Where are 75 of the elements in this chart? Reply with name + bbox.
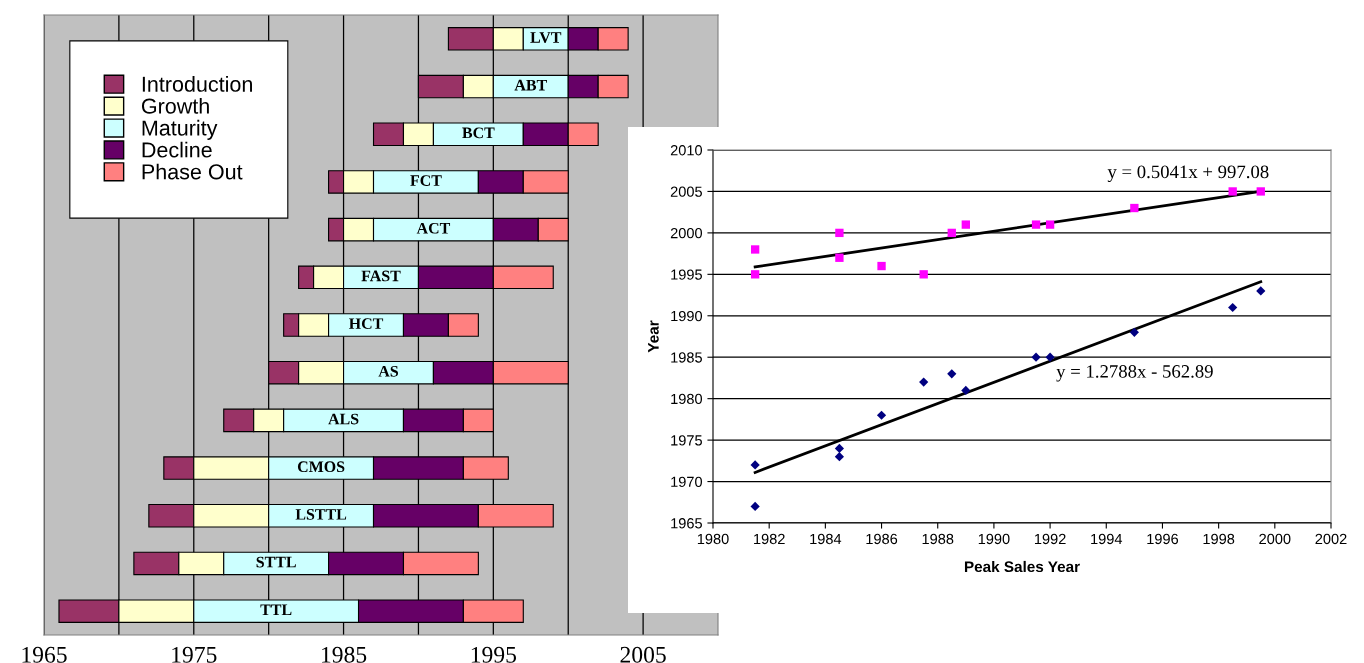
category-label: LVT <box>530 32 562 43</box>
category-label: STTL <box>256 556 296 568</box>
x-tick-label: 1994 <box>1091 533 1123 545</box>
point <box>835 253 844 262</box>
x-tick-label: 1985 <box>322 646 367 663</box>
y-tick-label: 2010 <box>670 145 703 156</box>
x-tick-label: 1986 <box>866 533 898 545</box>
y-tick-label: 2005 <box>670 186 702 197</box>
annotation: y = 0.5041x + 997.08 <box>1107 165 1269 183</box>
point <box>1130 203 1139 213</box>
x-tick-label: 2005 <box>620 646 666 663</box>
annotation: y = 1.2788x - 562.89 <box>1056 365 1213 382</box>
point <box>1045 352 1055 362</box>
category-label: BCT <box>462 127 495 139</box>
legend-label: Decline <box>142 141 212 158</box>
point <box>876 410 887 420</box>
category-label: CMOS <box>297 461 345 473</box>
category-label: AS <box>378 365 399 377</box>
y-tick-label: 1975 <box>671 435 702 446</box>
point <box>877 261 886 271</box>
y-tick-label: 2000 <box>670 227 703 239</box>
point <box>834 443 845 454</box>
category-label: ALS <box>328 413 359 425</box>
point <box>947 369 957 379</box>
point <box>835 228 844 238</box>
x-tick-label: 2000 <box>1259 533 1291 545</box>
x-tick-label: 1990 <box>978 533 1010 545</box>
y-tick-label: 1995 <box>671 269 702 280</box>
point <box>750 245 760 254</box>
x-tick-label: 2002 <box>1315 533 1347 545</box>
point <box>750 501 760 512</box>
legend-label: Phase Out <box>142 163 243 180</box>
point <box>947 228 956 238</box>
category-label: TTL <box>260 604 292 615</box>
point <box>1031 352 1041 362</box>
x-tick-label: 1995 <box>471 646 517 663</box>
point <box>1228 302 1238 313</box>
category-label: ABT <box>514 79 547 91</box>
point <box>1045 220 1055 229</box>
y-tick-label: 1970 <box>671 476 703 487</box>
x-axis-title: Peak Sales Year <box>964 560 1080 573</box>
point <box>1228 187 1237 196</box>
point <box>750 460 760 470</box>
x-tick-label: 1965 <box>22 646 67 663</box>
category-label: HCT <box>348 318 384 329</box>
y-tick-label: 1980 <box>671 393 703 405</box>
point <box>961 220 970 229</box>
point <box>1031 220 1041 229</box>
point <box>834 452 845 462</box>
x-tick-label: 1992 <box>1034 533 1066 545</box>
point <box>919 377 929 387</box>
point <box>919 270 928 279</box>
legend-label: Growth <box>141 97 209 114</box>
category-label: FCT <box>410 175 442 186</box>
y-tick-label: 1965 <box>671 518 702 529</box>
x-tick-label: 1988 <box>922 533 954 545</box>
x-tick-label: 1975 <box>172 646 217 663</box>
point <box>1256 187 1265 196</box>
y-axis-title: Year <box>648 320 659 353</box>
point <box>961 385 971 395</box>
x-tick-label: 1980 <box>697 533 729 545</box>
x-tick-label: 1998 <box>1203 533 1235 545</box>
point <box>750 270 760 279</box>
legend-label: Maturity <box>142 119 218 140</box>
category-label: ACT <box>416 222 451 234</box>
point <box>1256 286 1266 296</box>
category-label: LSTTL <box>295 509 347 520</box>
x-tick-label: 1996 <box>1147 533 1179 545</box>
x-tick-label: 1982 <box>754 533 785 545</box>
category-label: FAST <box>361 270 401 282</box>
x-tick-label: 1984 <box>810 533 842 545</box>
y-tick-label: 1990 <box>671 310 703 322</box>
legend-label: Introduction <box>142 76 252 92</box>
point <box>1129 327 1139 337</box>
y-tick-label: 1985 <box>671 352 702 363</box>
